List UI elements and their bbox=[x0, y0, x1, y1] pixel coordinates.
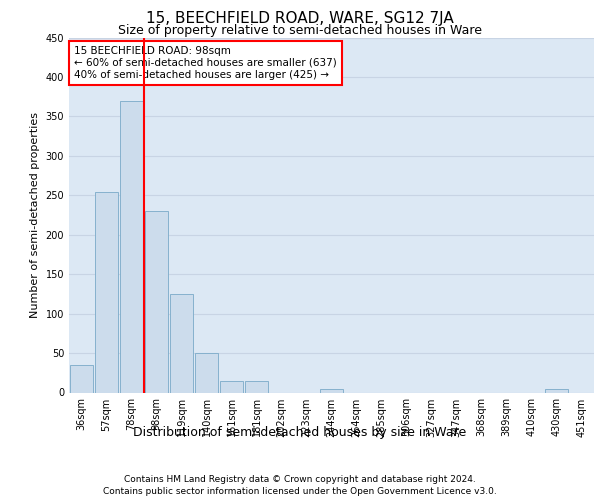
Text: Distribution of semi-detached houses by size in Ware: Distribution of semi-detached houses by … bbox=[133, 426, 467, 439]
Text: Contains HM Land Registry data © Crown copyright and database right 2024.
Contai: Contains HM Land Registry data © Crown c… bbox=[103, 474, 497, 496]
Bar bbox=[170, 294, 193, 392]
Text: Size of property relative to semi-detached houses in Ware: Size of property relative to semi-detach… bbox=[118, 24, 482, 37]
Bar bbox=[70, 365, 93, 392]
Y-axis label: Number of semi-detached properties: Number of semi-detached properties bbox=[30, 112, 40, 318]
Bar bbox=[220, 380, 243, 392]
Text: 15, BEECHFIELD ROAD, WARE, SG12 7JA: 15, BEECHFIELD ROAD, WARE, SG12 7JA bbox=[146, 11, 454, 26]
Text: 15 BEECHFIELD ROAD: 98sqm
← 60% of semi-detached houses are smaller (637)
40% of: 15 BEECHFIELD ROAD: 98sqm ← 60% of semi-… bbox=[74, 46, 337, 80]
Bar bbox=[120, 100, 143, 393]
Bar bbox=[545, 388, 568, 392]
Bar bbox=[320, 388, 343, 392]
Bar bbox=[145, 211, 168, 392]
Bar bbox=[195, 353, 218, 393]
Bar bbox=[95, 192, 118, 392]
Bar bbox=[245, 380, 268, 392]
